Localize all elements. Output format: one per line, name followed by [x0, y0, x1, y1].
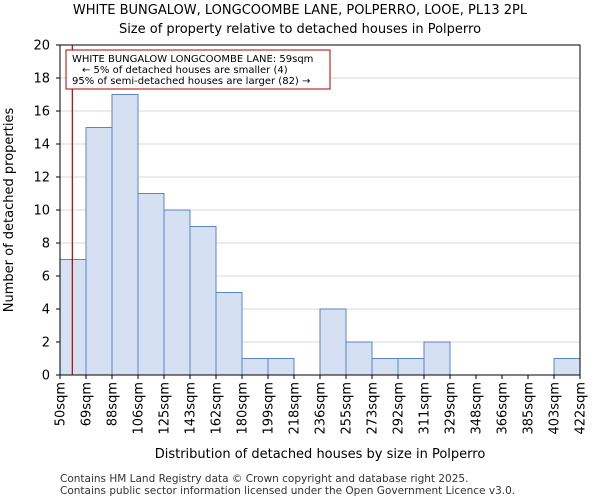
y-ticks: 0 2 4 6 8 10 12 14 16 18 20	[33, 39, 60, 384]
x-tick-label: 69sqm	[80, 382, 95, 426]
x-tick-label: 218sqm	[288, 382, 303, 435]
x-tick-label: 162sqm	[210, 382, 225, 435]
annotation-line-3: 95% of semi-detached houses are larger (…	[72, 76, 310, 87]
x-tick-label: 385sqm	[522, 382, 537, 435]
x-tick-label: 422sqm	[574, 382, 589, 435]
bar	[319, 308, 347, 376]
y-tick-label: 12	[33, 171, 50, 186]
annotation-line-1: WHITE BUNGALOW LONGCOOMBE LANE: 59sqm	[72, 54, 313, 65]
x-tick-label: 143sqm	[184, 382, 199, 435]
y-tick-label: 6	[42, 270, 50, 285]
annotation-box: WHITE BUNGALOW LONGCOOMBE LANE: 59sqm ← …	[65, 49, 331, 90]
chart-title: WHITE BUNGALOW, LONGCOOMBE LANE, POLPERR…	[73, 3, 528, 18]
x-tick-label: 88sqm	[106, 382, 121, 426]
bar	[553, 358, 581, 376]
x-tick-label: 236sqm	[314, 382, 329, 435]
bar	[85, 127, 113, 376]
annotation-border	[65, 49, 331, 90]
bar	[163, 209, 191, 376]
bar	[345, 341, 373, 376]
x-tick-label: 50sqm	[54, 382, 69, 426]
bar	[267, 358, 295, 376]
bar	[423, 341, 451, 376]
y-tick-label: 16	[33, 105, 50, 120]
chart-subtitle: Size of property relative to detached ho…	[119, 22, 481, 37]
footer-line-1: Contains HM Land Registry data © Crown c…	[60, 473, 468, 485]
y-tick-label: 10	[33, 204, 50, 219]
bar	[189, 226, 217, 376]
x-tick-label: 329sqm	[444, 382, 459, 435]
x-tick-label: 273sqm	[366, 382, 381, 435]
x-tick-label: 199sqm	[262, 382, 277, 435]
x-tick-label: 125sqm	[158, 382, 173, 435]
x-tick-label: 311sqm	[418, 382, 433, 435]
bar	[397, 358, 425, 376]
plot-frame	[59, 44, 581, 376]
bar	[137, 193, 165, 376]
y-tick-label: 18	[33, 72, 50, 87]
bar	[111, 94, 139, 376]
bar	[241, 358, 269, 376]
bars	[59, 94, 581, 376]
y-tick-label: 4	[42, 303, 50, 318]
x-tick-label: 292sqm	[392, 382, 407, 435]
x-axis-label: Distribution of detached houses by size …	[155, 447, 486, 462]
y-tick-label: 8	[42, 237, 50, 252]
y-tick-label: 20	[33, 39, 50, 54]
x-tick-label: 255sqm	[340, 382, 355, 435]
y-tick-label: 0	[42, 369, 50, 384]
y-tick-label: 14	[33, 138, 50, 153]
y-tick-label: 2	[42, 336, 50, 351]
bar	[215, 292, 243, 376]
bar	[59, 259, 87, 376]
x-tick-label: 106sqm	[132, 382, 147, 435]
x-tick-label: 348sqm	[470, 382, 485, 435]
footer-line-2: Contains public sector information licen…	[60, 485, 515, 497]
x-tick-label: 180sqm	[236, 382, 251, 435]
annotation-line-2: ← 5% of detached houses are smaller (4)	[82, 65, 288, 76]
bar	[371, 358, 399, 376]
y-axis-label: Number of detached properties	[2, 108, 17, 313]
x-tick-label: 403sqm	[548, 382, 563, 435]
x-ticks: 50sqm 69sqm 88sqm 106sqm 125sqm 143sqm 162sqm 1…	[54, 375, 589, 435]
x-tick-label: 366sqm	[496, 382, 511, 435]
